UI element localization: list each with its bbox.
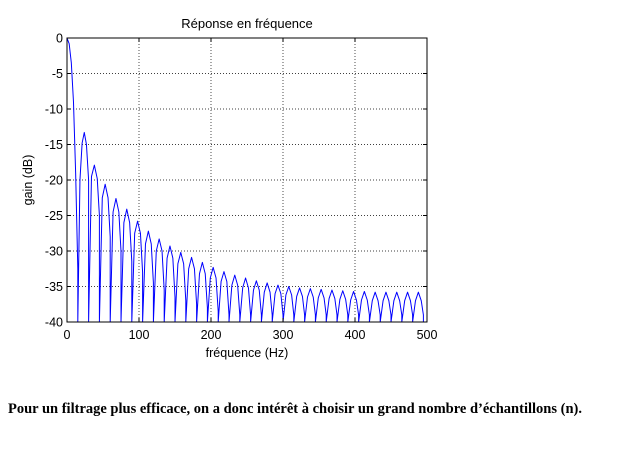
x-tick-label: 100 [129, 328, 150, 342]
y-tick-label: -10 [45, 103, 63, 117]
x-tick-label: 500 [417, 328, 438, 342]
y-tick-label: -5 [52, 67, 63, 81]
y-tick-label: -20 [45, 174, 63, 188]
grid-lines [67, 38, 427, 322]
frequency-response-chart: Réponse en fréquence 0 100 200 300 400 500 0 -5… [21, 16, 438, 360]
data-series [66, 37, 424, 323]
y-tick-label: -35 [45, 280, 63, 294]
x-axis-label: fréquence (Hz) [206, 346, 289, 360]
y-tick-label: 0 [56, 32, 63, 46]
y-tick-label: -25 [45, 209, 63, 223]
y-tick-label: -15 [45, 138, 63, 152]
caption-text: Pour un filtrage plus efficace, on a don… [8, 401, 582, 417]
axes: 0 100 200 300 400 500 0 -5 -10 -15 -20 -25 -30 -35 -40 [45, 32, 438, 343]
y-tick-label: -40 [45, 316, 63, 330]
x-tick-label: 0 [64, 328, 71, 342]
x-tick-label: 300 [273, 328, 294, 342]
y-axis-label: gain (dB) [21, 155, 35, 206]
x-tick-label: 400 [345, 328, 366, 342]
x-tick-label: 200 [201, 328, 222, 342]
chart-title: Réponse en fréquence [181, 16, 313, 31]
series-line [66, 37, 424, 323]
y-tick-label: -30 [45, 245, 63, 259]
